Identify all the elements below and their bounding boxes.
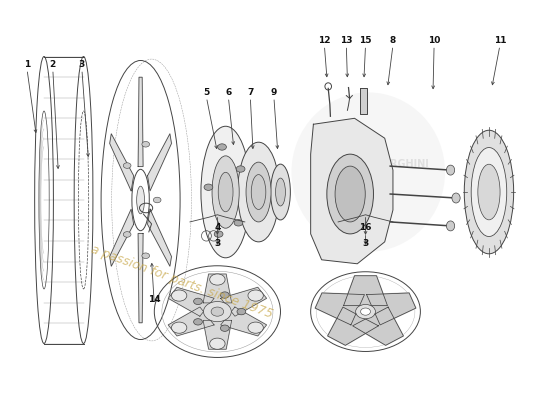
Text: 16: 16 (359, 224, 372, 232)
Ellipse shape (292, 92, 445, 252)
Text: 4: 4 (214, 224, 221, 232)
Polygon shape (138, 234, 143, 323)
Text: 6: 6 (226, 88, 232, 97)
Circle shape (123, 232, 131, 237)
Circle shape (153, 197, 161, 203)
Polygon shape (311, 118, 393, 264)
Circle shape (172, 290, 187, 301)
Circle shape (236, 166, 245, 172)
Circle shape (142, 253, 150, 258)
Text: 1: 1 (24, 60, 30, 69)
Text: 14: 14 (148, 295, 161, 304)
Circle shape (218, 144, 227, 150)
Polygon shape (366, 293, 416, 325)
Circle shape (194, 298, 202, 304)
Text: 13: 13 (340, 36, 353, 45)
Polygon shape (147, 209, 172, 266)
Text: LAMBORGHINI: LAMBORGHINI (351, 159, 429, 169)
Ellipse shape (251, 174, 266, 210)
Circle shape (221, 292, 229, 298)
Polygon shape (203, 320, 232, 349)
Text: 5: 5 (204, 88, 210, 97)
Circle shape (234, 220, 243, 226)
Circle shape (356, 304, 376, 319)
Polygon shape (353, 307, 403, 345)
Text: 15: 15 (359, 36, 372, 45)
Ellipse shape (335, 166, 365, 222)
Polygon shape (109, 209, 134, 266)
Ellipse shape (201, 126, 250, 258)
Circle shape (172, 322, 187, 333)
Polygon shape (147, 134, 172, 191)
Text: a passion for parts. since 1975: a passion for parts. since 1975 (89, 243, 274, 321)
Text: 12: 12 (318, 36, 331, 45)
Polygon shape (168, 287, 214, 316)
Polygon shape (221, 307, 267, 336)
Text: 2: 2 (50, 60, 56, 69)
Polygon shape (221, 287, 267, 316)
Ellipse shape (471, 148, 507, 236)
Ellipse shape (271, 164, 290, 220)
Text: 9: 9 (271, 88, 277, 97)
Polygon shape (344, 276, 387, 306)
Polygon shape (328, 307, 378, 345)
Circle shape (210, 274, 225, 285)
Circle shape (210, 338, 225, 349)
Circle shape (214, 231, 223, 237)
Ellipse shape (452, 193, 460, 203)
Text: 11: 11 (494, 36, 506, 45)
Text: 10: 10 (428, 36, 441, 45)
Text: 7: 7 (247, 88, 254, 97)
Ellipse shape (464, 130, 514, 254)
Ellipse shape (447, 165, 455, 175)
Circle shape (237, 308, 246, 315)
Text: 3: 3 (79, 60, 85, 69)
Polygon shape (138, 77, 143, 166)
Circle shape (142, 142, 150, 147)
Ellipse shape (447, 221, 455, 231)
Circle shape (204, 302, 232, 322)
Ellipse shape (478, 164, 500, 220)
Polygon shape (360, 88, 367, 114)
Text: 8: 8 (390, 36, 396, 45)
Circle shape (361, 308, 371, 315)
Circle shape (221, 325, 229, 331)
Ellipse shape (276, 178, 285, 206)
Text: 3: 3 (214, 239, 221, 248)
Ellipse shape (327, 154, 373, 234)
Circle shape (248, 290, 263, 301)
Circle shape (123, 163, 131, 168)
Text: 3: 3 (362, 239, 368, 248)
Polygon shape (203, 274, 232, 303)
Ellipse shape (218, 172, 233, 212)
Ellipse shape (238, 142, 279, 242)
Polygon shape (168, 307, 214, 336)
Circle shape (194, 319, 202, 325)
Circle shape (204, 184, 213, 190)
Circle shape (248, 322, 263, 333)
Circle shape (211, 307, 224, 316)
Ellipse shape (246, 162, 271, 222)
Polygon shape (315, 293, 365, 325)
Ellipse shape (137, 186, 145, 214)
Ellipse shape (212, 156, 239, 228)
Polygon shape (109, 134, 134, 191)
